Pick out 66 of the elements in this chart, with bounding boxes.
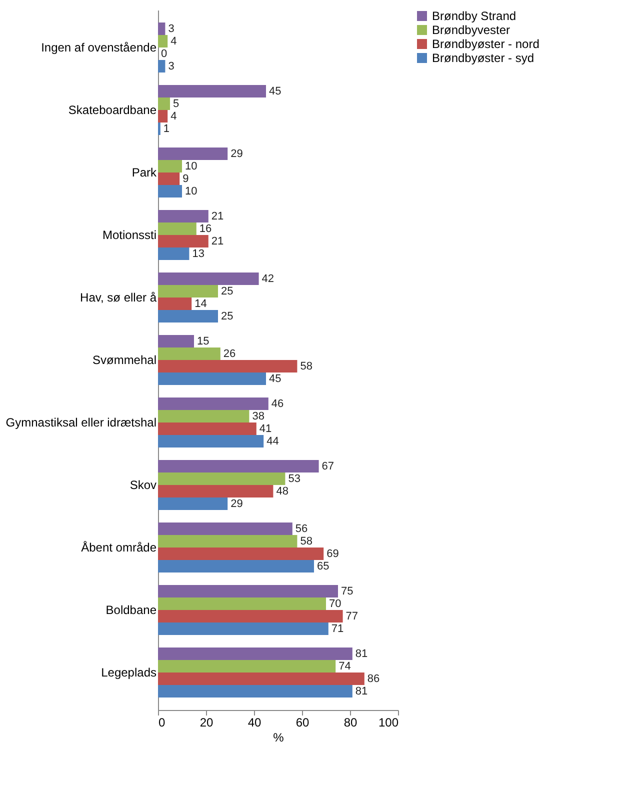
data-label: 42 [262,272,274,285]
data-label: 3 [168,22,174,35]
data-label: 58 [300,535,312,548]
data-label: 48 [276,485,288,498]
data-label: 15 [197,335,210,348]
data-label: 26 [223,348,236,360]
data-label: 75 [341,585,354,598]
data-label: 10 [185,185,198,198]
y-tick-label: Gymnastiksal eller idrætshal [6,416,156,430]
data-label: 4 [170,35,177,48]
legend-label: Brøndbyøster - nord [432,37,540,51]
data-label: 25 [221,285,234,298]
data-label: 81 [355,648,368,660]
data-label: 3 [168,60,174,72]
data-label: 21 [211,235,224,248]
data-label: 81 [355,685,368,698]
data-label: 45 [269,372,282,385]
y-tick-label: Motionssti [102,228,156,242]
y-tick-label: Ingen af ovenstående [41,40,157,54]
data-label: 1 [163,122,170,135]
data-label: 25 [221,310,234,322]
x-tick-label: 80 [344,716,358,730]
y-tick-label: Svømmehal [92,353,156,367]
data-label: 71 [331,622,344,635]
x-tick-label: 0 [158,716,166,730]
data-label: 46 [271,398,284,410]
data-label: 4 [170,110,177,122]
y-tick-label: Legeplads [101,666,156,680]
data-label: 29 [230,498,243,510]
legend-label: Brøndbyøster - syd [432,51,534,65]
data-label: 5 [173,98,180,110]
legend-label: Brøndbyvester [432,23,510,37]
x-axis-title: % [273,730,284,744]
data-label: 13 [192,248,204,260]
y-tick-label: Åbent område [81,540,157,554]
x-tick-label: 60 [296,716,310,730]
data-label: 44 [266,435,279,448]
data-label: 38 [252,410,264,422]
data-label: 29 [230,148,243,160]
data-label: 14 [194,298,207,310]
y-tick-label: Skateboardbane [68,103,157,117]
data-label: 58 [300,360,312,372]
data-label: 74 [338,660,351,672]
data-label: 70 [329,598,342,610]
data-label: 65 [317,560,330,572]
data-label: 16 [199,222,212,235]
data-label: 21 [211,210,224,222]
y-tick-label: Skov [130,478,156,492]
data-label: 67 [322,460,334,472]
data-label: 41 [259,422,272,435]
y-tick-label: Hav, sø eller å [80,290,157,304]
y-tick-label: Park [132,166,158,180]
y-tick-label: Boldbane [106,603,157,617]
x-tick-label: 20 [200,716,214,730]
data-label: 0 [161,48,168,60]
data-label: 77 [346,610,358,622]
data-label: 86 [367,672,380,685]
data-label: 9 [182,172,189,185]
legend-label: Brøndby Strand [432,9,516,23]
x-tick-label: 100 [378,716,399,730]
x-tick-label: 40 [248,716,262,730]
data-label: 53 [288,472,300,485]
data-label: 69 [326,548,339,560]
data-label: 45 [269,85,282,98]
data-label: 10 [185,160,198,172]
data-label: 56 [295,522,308,535]
